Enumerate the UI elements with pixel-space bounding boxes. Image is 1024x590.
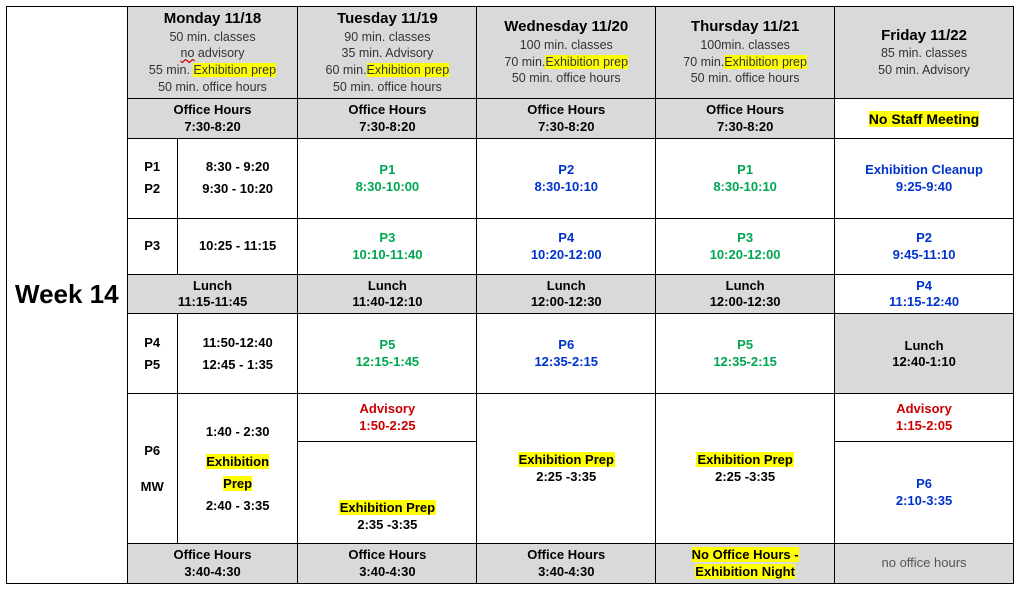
mon-b1-times: 8:30 - 9:20 9:30 - 10:20: [177, 138, 298, 218]
block3-row: P4 P5 11:50-12:40 12:45 - 1:35 P512:15-1…: [7, 314, 1014, 394]
mon-b1-periods: P1 P2: [127, 138, 177, 218]
block1-row: P1 P2 8:30 - 9:20 9:30 - 10:20 P18:30-10…: [7, 138, 1014, 218]
ohb-wed: Office Hours3:40-4:30: [477, 544, 656, 584]
day-header-wed: Wednesday 11/20100 min. classes70 min.Ex…: [477, 7, 656, 99]
afternoon1-row: P6 MW 1:40 - 2:30 ExhibitionPrep2:40 - 3…: [7, 394, 1014, 441]
mon-b4-periods: P6 MW: [127, 394, 177, 544]
day-header-mon: Monday 11/1850 min. classesno advisory55…: [127, 7, 298, 99]
tue-b3: P512:15-1:45: [298, 314, 477, 394]
thu-b2: P310:20-12:00: [656, 218, 835, 274]
header-row: Week 14 Monday 11/1850 min. classesno ad…: [7, 7, 1014, 99]
day-header-thu: Thursday 11/21100min. classes70 min.Exhi…: [656, 7, 835, 99]
fri-advisory: Advisory1:15-2:05: [835, 394, 1014, 441]
wed-lunch: Lunch12:00-12:30: [477, 274, 656, 314]
office-hours-bottom-row: Office Hours3:40-4:30 Office Hours3:40-4…: [7, 544, 1014, 584]
week-label: Week 14: [7, 7, 128, 584]
mon-b2-periods: P3: [127, 218, 177, 274]
mon-b2-times: 10:25 - 11:15: [177, 218, 298, 274]
tue-advisory: Advisory1:50-2:25: [298, 394, 477, 441]
fri-b3: P411:15-12:40: [835, 274, 1014, 314]
wed-b2: P410:20-12:00: [477, 218, 656, 274]
tue-prep: Exhibition Prep2:35 -3:35: [298, 441, 477, 544]
weekly-schedule-table: Week 14 Monday 11/1850 min. classesno ad…: [6, 6, 1014, 584]
fri-b4: P62:10-3:35: [835, 441, 1014, 544]
thu-b3: P512:35-2:15: [656, 314, 835, 394]
ohb-tue: Office Hours3:40-4:30: [298, 544, 477, 584]
tue-b1: P18:30-10:00: [298, 138, 477, 218]
fri-b2: P29:45-11:10: [835, 218, 1014, 274]
ohb-fri: no office hours: [835, 544, 1014, 584]
thu-lunch: Lunch12:00-12:30: [656, 274, 835, 314]
ohb-mon: Office Hours3:40-4:30: [127, 544, 298, 584]
mon-b4-times: 1:40 - 2:30 ExhibitionPrep2:40 - 3:35: [177, 394, 298, 544]
wed-b1: P28:30-10:10: [477, 138, 656, 218]
fri-lunch: Lunch12:40-1:10: [835, 314, 1014, 394]
tue-b2: P310:10-11:40: [298, 218, 477, 274]
oh-mon: Office Hours7:30-8:20: [127, 99, 298, 139]
oh-wed: Office Hours7:30-8:20: [477, 99, 656, 139]
fri-no-staff-meeting: No Staff Meeting: [835, 99, 1014, 139]
mon-lunch: Lunch11:15-11:45: [127, 274, 298, 314]
wed-b3: P612:35-2:15: [477, 314, 656, 394]
lunch-row: Lunch11:15-11:45 Lunch11:40-12:10 Lunch1…: [7, 274, 1014, 314]
wed-prep: Exhibition Prep2:25 -3:35: [477, 394, 656, 544]
block2-row: P3 10:25 - 11:15 P310:10-11:40 P410:20-1…: [7, 218, 1014, 274]
tue-lunch: Lunch11:40-12:10: [298, 274, 477, 314]
fri-b1: Exhibition Cleanup9:25-9:40: [835, 138, 1014, 218]
oh-tue: Office Hours7:30-8:20: [298, 99, 477, 139]
ohb-thu: No Office Hours - Exhibition Night: [656, 544, 835, 584]
mon-b3-times: 11:50-12:40 12:45 - 1:35: [177, 314, 298, 394]
oh-thu: Office Hours7:30-8:20: [656, 99, 835, 139]
mon-b3-periods: P4 P5: [127, 314, 177, 394]
day-header-tue: Tuesday 11/1990 min. classes35 min. Advi…: [298, 7, 477, 99]
thu-prep: Exhibition Prep2:25 -3:35: [656, 394, 835, 544]
day-header-fri: Friday 11/2285 min. classes50 min. Advis…: [835, 7, 1014, 99]
office-hours-top-row: Office Hours7:30-8:20 Office Hours7:30-8…: [7, 99, 1014, 139]
thu-b1: P18:30-10:10: [656, 138, 835, 218]
